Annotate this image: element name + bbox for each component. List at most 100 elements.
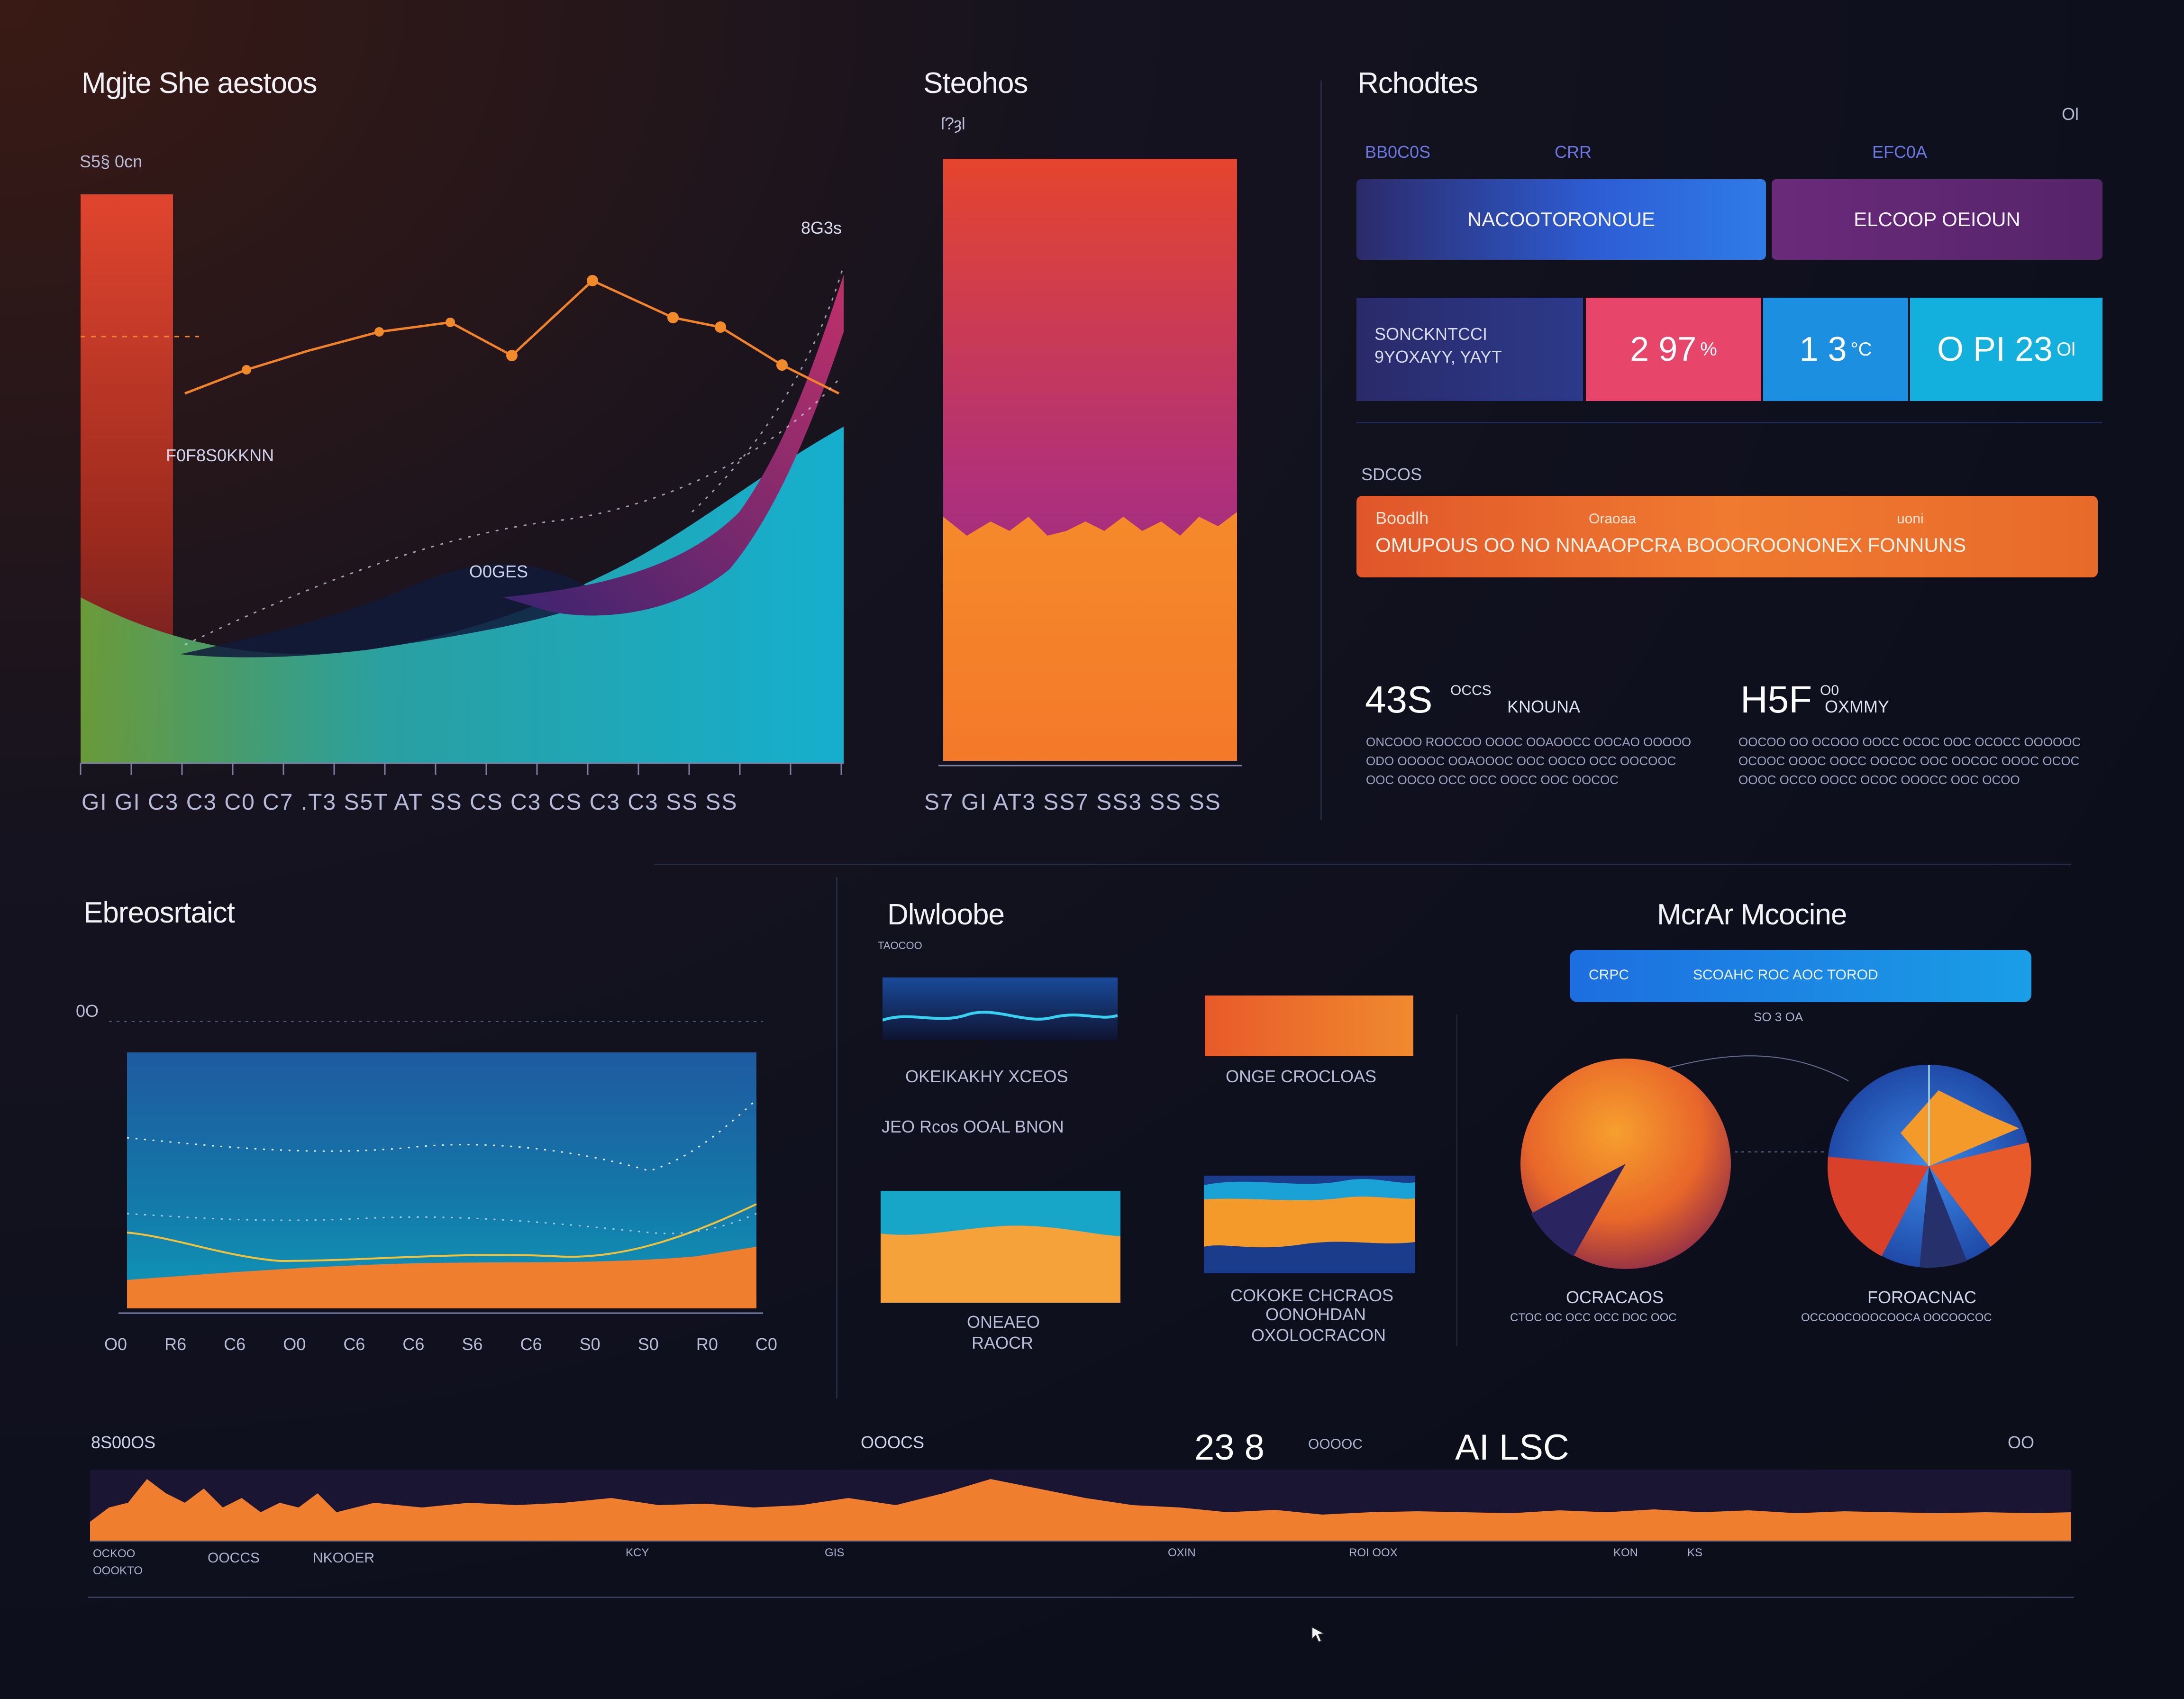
- corner-label: Ol: [2062, 104, 2079, 124]
- stat-mini-1: OCCS: [1450, 683, 1492, 698]
- metric-value-1: 2 97: [1630, 330, 1697, 368]
- banner-tag-1: Boodlh: [1375, 508, 1429, 528]
- secondary-action-button[interactable]: ELCOOP OEIOUN: [1772, 179, 2102, 260]
- thumbnail-caption-1: OKEIKAKHY XCEOS: [905, 1067, 1068, 1086]
- area-line-chart: [80, 194, 845, 775]
- mid-x-axis-labels: S7 GI AT3 SS7 SS3 SS SS: [924, 790, 1221, 815]
- x-tick-label: S0: [579, 1334, 601, 1354]
- label-1: BB0C0S: [1365, 142, 1431, 162]
- metric-card-1[interactable]: 2 97%: [1586, 298, 1761, 401]
- thumb-wave: [883, 1011, 1118, 1022]
- divider: [88, 1597, 2074, 1598]
- label-2: CRR: [1555, 142, 1592, 162]
- thumbnail-gradient[interactable]: [1205, 996, 1413, 1056]
- banner-tag-2: Oraoaa: [1589, 511, 1637, 527]
- timeline-tick: OOCCS: [208, 1550, 260, 1566]
- line-series-yellow: [127, 1203, 757, 1262]
- card-bottom-area: [943, 512, 1237, 761]
- point: [667, 312, 679, 323]
- thumbnail-caption-4b: OONOHDAN: [1265, 1305, 1366, 1324]
- timeline-tick: ROI OOX: [1349, 1546, 1398, 1559]
- timeline-tick: GIS: [825, 1546, 845, 1559]
- info-banner[interactable]: Boodlh Oraoaa uoni OMUPOUS OO NO NNAAOPC…: [1356, 496, 2098, 577]
- thumb-orange: [1204, 1197, 1415, 1248]
- metric-value-3: O PI 23: [1937, 330, 2053, 368]
- point: [587, 275, 598, 286]
- thumbnail-wave[interactable]: [883, 977, 1118, 1040]
- timeline-area: [90, 1479, 2071, 1541]
- timeline-metric-b: AI LSC: [1455, 1427, 1569, 1468]
- thumbnail-caption-4c: OXOLOCRACON: [1251, 1325, 1386, 1345]
- point: [374, 327, 384, 337]
- pie-1-slice: [1531, 1164, 1626, 1256]
- timeline-mid-label: OOOCS: [861, 1433, 925, 1452]
- x-tick-label: C6: [402, 1334, 425, 1354]
- thumbnail-caption-3b: RAOCR: [972, 1333, 1034, 1352]
- divider: [1320, 81, 1322, 820]
- x-tick-label: O0: [283, 1334, 306, 1354]
- pie-charts: [1520, 1055, 2031, 1269]
- area-series-orange: [127, 1247, 756, 1308]
- panel-subtitle: TAOCOO: [878, 940, 922, 951]
- metric-label-line1: SONCKNTCCI: [1374, 324, 1488, 344]
- panel-subtitle-mid: ſ?ȝl: [941, 114, 965, 133]
- banner-tag-3: uoni: [1897, 511, 1924, 527]
- thumbnail-layered[interactable]: [881, 1191, 1120, 1303]
- metric-unit-1: %: [1700, 338, 1717, 360]
- area-series-teal: [81, 427, 844, 763]
- x-ticks: [80, 763, 842, 775]
- x-tick-label: R6: [164, 1334, 187, 1354]
- dotted-series: [127, 1099, 757, 1172]
- metric-value-2: 1 3: [1799, 330, 1847, 368]
- timeline-tick: KCY: [626, 1546, 649, 1559]
- cursor-shape: [1311, 1626, 1326, 1643]
- filter-pill[interactable]: CRPC SCOAHC ROC AOC TOROD: [1570, 950, 2031, 1002]
- filter-pill-label: SCOAHC ROC AOC TOROD: [1693, 967, 1878, 983]
- pie-2-subtitle: OCCOOCOOOCOOCA OOCOOCOC: [1801, 1311, 1992, 1324]
- point: [715, 321, 726, 333]
- timeline-label: 8S00OS: [91, 1433, 156, 1452]
- x-axis-labels: GI GI C3 C3 C0 C7 .T3 S5T AT SS CS C3 CS…: [82, 790, 738, 815]
- panel-title-breakdown: Ebreosrtaict: [83, 896, 235, 929]
- timeline-metric-a: 23 8: [1194, 1427, 1265, 1468]
- timeline-tick: NKOOER: [313, 1550, 375, 1566]
- timeline-tick: KS: [1687, 1546, 1703, 1559]
- timeline-waveform[interactable]: [90, 1460, 2071, 1555]
- x-tick-label: O0: [104, 1334, 127, 1354]
- metric-card-2[interactable]: 1 3 °C: [1763, 298, 1908, 401]
- stacked-area-card: [938, 159, 1242, 767]
- panel-title-stacks: Steohos: [923, 67, 1028, 100]
- timeline-metric-a-sub: OOOOC: [1308, 1436, 1363, 1452]
- metric-label-card[interactable]: SONCKNTCCI 9YOXAYY, YAYT: [1356, 298, 1583, 401]
- stat-value-1: 43S: [1365, 678, 1433, 721]
- area-panel-chart: [109, 1021, 763, 1314]
- stat-description-2: OOCOO OO OCOOO OOCC OCOC OOC OCOCC OOOOO…: [1738, 735, 2081, 787]
- point: [506, 350, 518, 361]
- metric-card-3[interactable]: O PI 23 Ol: [1910, 298, 2102, 401]
- point: [776, 359, 788, 371]
- stat-description-1: ONCOOO ROOCOO OOOC OOAOOCC OOCAO OOOOO O…: [1366, 735, 1692, 787]
- stat-label-2: OXMMY: [1825, 697, 1890, 716]
- x-tick-label: S6: [462, 1334, 483, 1354]
- pies-caption: SO 3 OA: [1754, 1010, 1803, 1024]
- timeline-tick: KON: [1613, 1546, 1638, 1559]
- pie-2-slice-red: [1827, 1157, 1929, 1256]
- divider: [1356, 422, 2102, 423]
- metric-unit-3: Ol: [2057, 338, 2076, 360]
- stat-label-1: KNOUNA: [1507, 697, 1581, 716]
- x-tick-label: C6: [520, 1334, 542, 1354]
- metric-unit-2: °C: [1850, 338, 1872, 360]
- timeline-corner: OO: [2008, 1433, 2035, 1452]
- x-tick-label: C0: [755, 1334, 777, 1354]
- metric-label-line2: 9YOXAYY, YAYT: [1374, 347, 1502, 366]
- arrow-cursor-icon: [1311, 1626, 1326, 1643]
- thumb-bg: [883, 977, 1118, 1040]
- pie-2-slice-yellow: [1901, 1090, 2019, 1166]
- thumb-bg: [1205, 996, 1413, 1056]
- x-tick-label: C6: [224, 1334, 246, 1354]
- panel-title-machine: McrAr Mcocine: [1657, 898, 1847, 931]
- stat-value-2: H5F: [1740, 678, 1812, 721]
- thumbnail-caption-2: ONGE CROCLOAS: [1226, 1067, 1377, 1086]
- thumbnail-strata[interactable]: [1204, 1176, 1415, 1273]
- primary-action-button[interactable]: NACOOTORONOUE: [1356, 179, 1766, 260]
